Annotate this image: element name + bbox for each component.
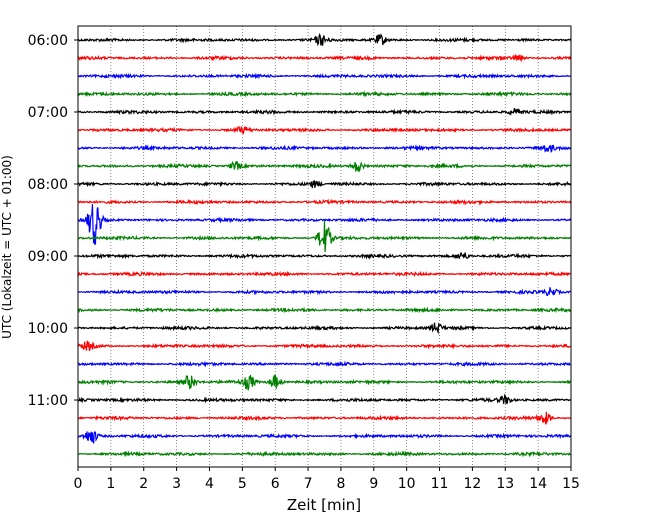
x-tick-label: 10 [398,476,416,492]
trace-1045 [77,374,572,391]
y-tick-label: 09:00 [28,249,68,265]
trace-0730 [77,144,572,154]
x-tick-label: 12 [463,476,481,492]
trace-0915 [77,270,572,278]
y-tick-label: 10:00 [28,321,68,337]
x-tick-label: 8 [336,476,345,492]
x-tick-label: 5 [238,476,247,492]
trace-0945 [77,306,572,314]
trace-1000 [77,322,572,335]
y-tick-label: 08:00 [28,177,68,193]
trace-0800 [77,180,572,189]
trace-0745 [77,160,572,172]
x-axis-ticks: 0 1 2 3 4 5 6 7 8 9 10 11 12 13 14 15 [74,467,580,492]
x-tick-label: 1 [106,476,115,492]
x-axis-label: Zeit [min] [287,496,361,514]
x-tick-label: 9 [369,476,378,492]
trace-1130 [77,430,572,444]
x-tick-label: 11 [431,476,449,492]
y-tick-label: 06:00 [28,33,68,49]
trace-0815 [77,198,572,206]
x-tick-label: 13 [496,476,514,492]
trace-1030 [77,360,572,368]
x-tick-label: 0 [74,476,83,492]
y-tick-label: 11:00 [28,393,68,409]
trace-0900 [77,252,572,260]
trace-1100 [77,393,572,405]
x-tick-label: 6 [271,476,280,492]
y-axis-ticks: 06:00 07:00 08:00 09:00 10:00 11:00 [28,33,78,409]
trace-0715 [77,125,572,134]
trace-0700 [77,107,572,116]
trace-1115 [77,411,572,425]
trace-0630 [77,72,572,80]
trace-0600 [77,32,572,47]
trace-0645 [77,90,572,98]
trace-series [77,32,572,458]
x-tick-label: 15 [562,476,580,492]
trace-0845 [77,220,572,253]
x-tick-label: 3 [172,476,181,492]
x-tick-label: 14 [529,476,547,492]
trace-0930 [77,287,572,297]
y-tick-label: 07:00 [28,105,68,121]
trace-0615 [77,53,572,62]
plot-frame [77,25,572,468]
trace-1145 [77,450,572,458]
x-tick-label: 2 [139,476,148,492]
x-tick-label: 4 [205,476,214,492]
trace-1015 [77,340,572,352]
x-tick-label: 7 [304,476,313,492]
y-axis-label: UTC (Lokalzeit = UTC + 01:00) [0,155,14,339]
